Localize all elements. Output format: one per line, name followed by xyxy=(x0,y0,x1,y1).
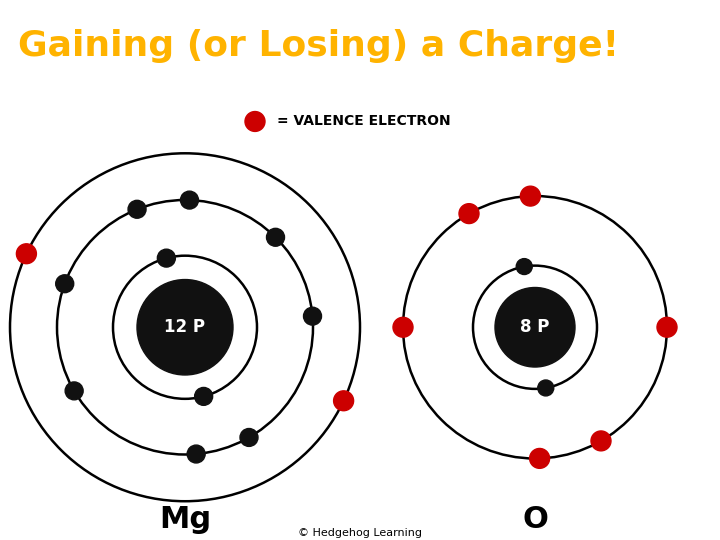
Circle shape xyxy=(65,382,83,400)
Circle shape xyxy=(495,287,575,367)
Circle shape xyxy=(333,391,354,411)
Circle shape xyxy=(194,387,212,406)
Text: 8 P: 8 P xyxy=(521,318,549,336)
Circle shape xyxy=(245,112,265,131)
Text: 12 P: 12 P xyxy=(164,318,205,336)
Circle shape xyxy=(393,318,413,337)
Circle shape xyxy=(158,249,176,267)
Circle shape xyxy=(304,307,322,325)
Circle shape xyxy=(55,275,73,293)
Circle shape xyxy=(459,204,479,224)
Circle shape xyxy=(530,448,549,468)
Circle shape xyxy=(137,280,233,375)
Circle shape xyxy=(240,429,258,447)
Circle shape xyxy=(516,259,532,274)
Circle shape xyxy=(591,431,611,451)
Circle shape xyxy=(521,186,541,206)
Circle shape xyxy=(181,191,199,209)
Circle shape xyxy=(538,380,554,396)
Text: Gaining (or Losing) a Charge!: Gaining (or Losing) a Charge! xyxy=(18,29,619,63)
Text: = VALENCE ELECTRON: = VALENCE ELECTRON xyxy=(277,114,451,129)
Circle shape xyxy=(128,200,146,218)
Circle shape xyxy=(187,445,205,463)
Text: © Hedgehog Learning: © Hedgehog Learning xyxy=(298,528,422,538)
Text: O: O xyxy=(522,504,548,534)
Circle shape xyxy=(657,318,677,337)
Circle shape xyxy=(17,244,37,264)
Text: Mg: Mg xyxy=(159,504,211,534)
Circle shape xyxy=(266,228,284,246)
